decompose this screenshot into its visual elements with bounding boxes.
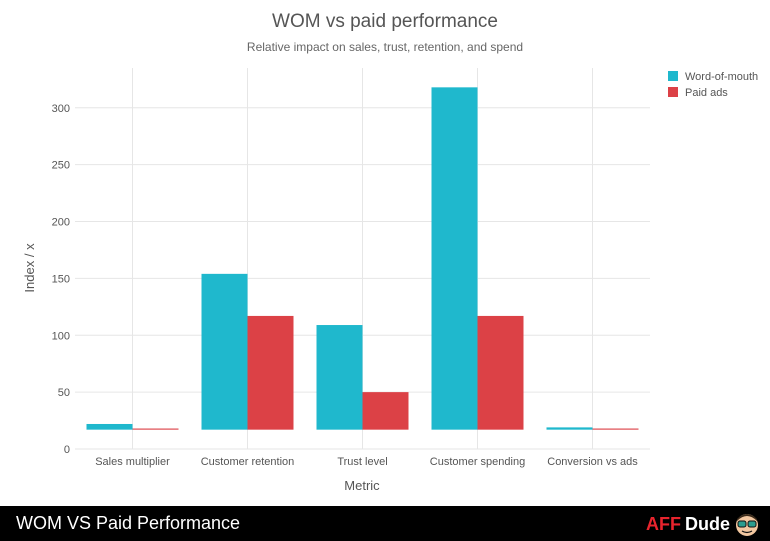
bar-word-of-mouth — [201, 273, 248, 430]
chart-subtitle: Relative impact on sales, trust, retenti… — [247, 40, 523, 54]
y-axis-label: Index / x — [22, 243, 37, 293]
bars — [86, 87, 639, 430]
y-tick-label: 200 — [52, 217, 70, 229]
brand-aff: AFF — [646, 513, 681, 534]
legend-swatch — [668, 71, 678, 81]
bar-paid-ads — [592, 428, 639, 430]
legend: Word-of-mouth Paid ads — [668, 71, 758, 99]
bar-word-of-mouth — [431, 87, 478, 430]
footer-title: WOM VS Paid Performance — [16, 513, 241, 533]
chart: 0 50 100 150 200 250 300 Sales multiplier Custo… — [22, 11, 758, 493]
bar-paid-ads — [132, 428, 179, 430]
x-axis-ticks: Sales multiplier Customer retention Trust … — [95, 456, 638, 468]
chart-title: WOM vs paid performance — [272, 11, 498, 32]
x-tick-label: Sales multiplier — [95, 456, 170, 468]
y-tick-label: 0 — [64, 444, 70, 456]
x-axis-label: Metric — [344, 478, 380, 493]
brand-logo: AFF Dude — [646, 512, 730, 536]
bar-word-of-mouth — [316, 325, 363, 430]
y-tick-label: 50 — [58, 387, 70, 399]
y-tick-label: 250 — [52, 160, 70, 172]
bar-word-of-mouth — [86, 423, 133, 430]
x-tick-label: Customer retention — [201, 456, 295, 468]
bar-paid-ads — [477, 315, 524, 430]
y-tick-label: 300 — [52, 103, 70, 115]
legend-label: Word-of-mouth — [685, 71, 758, 83]
x-tick-label: Trust level — [337, 456, 387, 468]
y-axis-ticks: 0 50 100 150 200 250 300 — [52, 103, 70, 456]
brand-dude: Dude — [685, 513, 730, 534]
x-tick-label: Conversion vs ads — [547, 456, 638, 468]
y-tick-label: 100 — [52, 330, 70, 342]
y-tick-label: 150 — [52, 273, 70, 285]
bar-paid-ads — [247, 315, 294, 430]
dude-face-icon — [736, 514, 758, 536]
legend-swatch — [668, 87, 678, 97]
legend-label: Paid ads — [685, 87, 728, 99]
bar-paid-ads — [362, 392, 409, 430]
footer-bar: WOM VS Paid Performance AFF Dude — [0, 506, 770, 541]
x-tick-label: Customer spending — [430, 456, 525, 468]
bar-word-of-mouth — [546, 427, 593, 430]
